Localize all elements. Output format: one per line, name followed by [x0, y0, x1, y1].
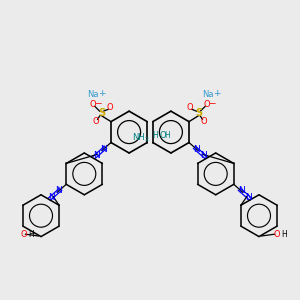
- Text: 2: 2: [144, 137, 148, 142]
- Text: NH: NH: [132, 133, 144, 142]
- Text: Na: Na: [87, 90, 98, 99]
- Text: O: O: [273, 230, 280, 239]
- Text: H: H: [28, 230, 34, 239]
- Text: N: N: [238, 186, 244, 195]
- Text: Na: Na: [202, 90, 213, 99]
- Text: N: N: [48, 193, 55, 202]
- Text: N: N: [193, 145, 200, 154]
- Text: −: −: [94, 99, 102, 108]
- Text: +: +: [213, 89, 221, 98]
- Text: N: N: [100, 145, 107, 154]
- Text: +: +: [98, 89, 105, 98]
- Text: H: H: [281, 230, 287, 239]
- Text: O: O: [159, 131, 166, 140]
- Text: N: N: [56, 186, 62, 195]
- Text: N: N: [201, 151, 207, 160]
- Text: O: O: [93, 117, 99, 126]
- Text: −: −: [208, 99, 215, 108]
- Text: O: O: [187, 103, 194, 112]
- Text: S: S: [98, 108, 105, 118]
- Text: N: N: [245, 193, 252, 202]
- Text: S: S: [195, 108, 202, 118]
- Text: H: H: [164, 131, 170, 140]
- Text: N: N: [93, 151, 99, 160]
- Text: O: O: [90, 100, 96, 109]
- Text: O: O: [204, 100, 210, 109]
- Text: O: O: [106, 103, 113, 112]
- Text: O: O: [201, 117, 207, 126]
- Text: O: O: [20, 230, 27, 239]
- Text: H: H: [152, 131, 158, 140]
